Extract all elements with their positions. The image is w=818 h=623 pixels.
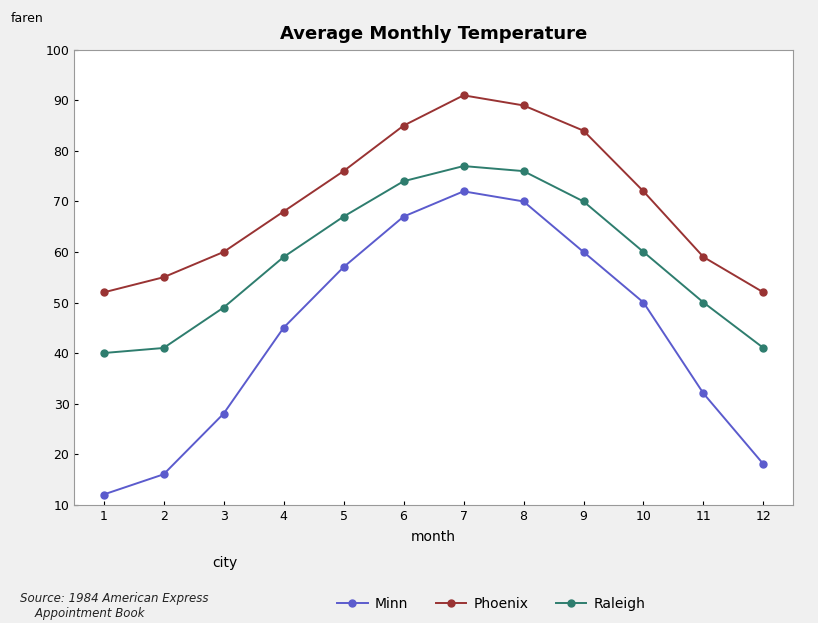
Title: Average Monthly Temperature: Average Monthly Temperature <box>280 25 587 43</box>
Legend: Minn, Phoenix, Raleigh: Minn, Phoenix, Raleigh <box>331 591 651 616</box>
Text: Source: 1984 American Express
    Appointment Book: Source: 1984 American Express Appointmen… <box>20 592 209 620</box>
Text: city: city <box>213 556 237 569</box>
X-axis label: month: month <box>411 530 456 544</box>
Text: faren: faren <box>11 12 44 25</box>
